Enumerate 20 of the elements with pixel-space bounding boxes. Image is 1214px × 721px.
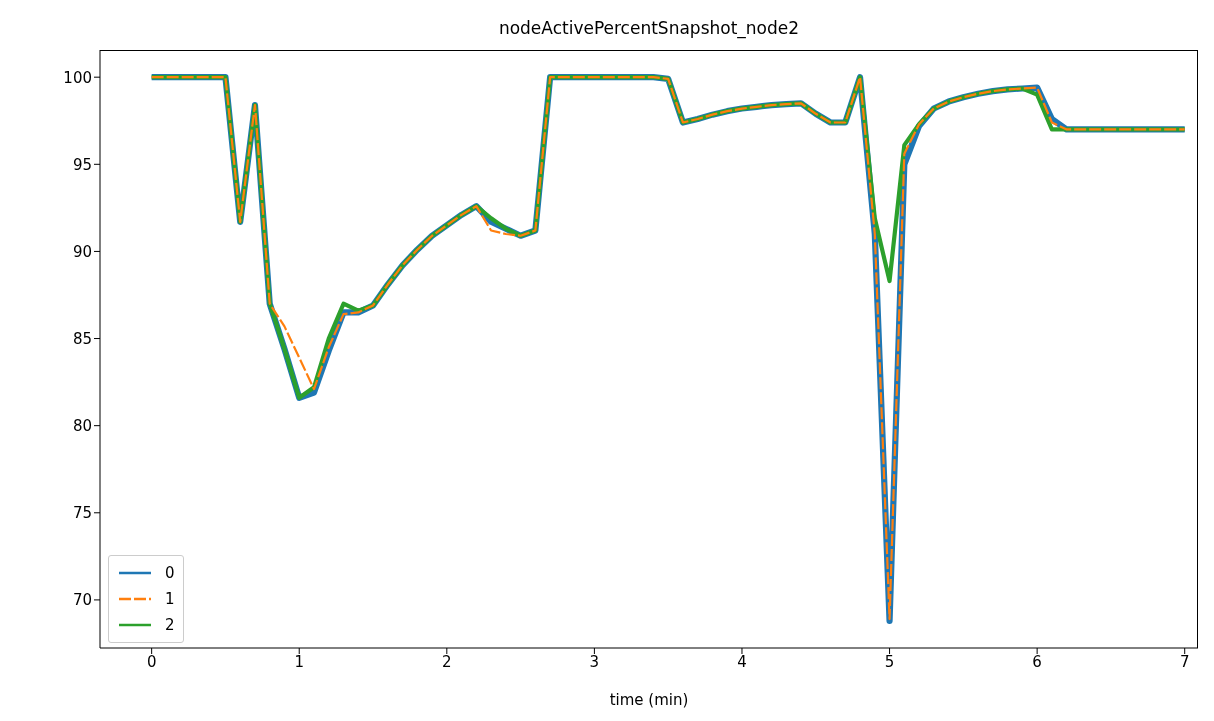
x-tick-label: 1	[294, 652, 305, 671]
legend-label: 2	[165, 616, 175, 634]
x-tick-label: 6	[1032, 652, 1042, 671]
x-tick-label: 5	[884, 652, 895, 671]
x-tick-label: 4	[737, 652, 747, 671]
chart-title: nodeActivePercentSnapshot_node2	[497, 18, 801, 38]
x-tick-label: 0	[146, 652, 157, 671]
legend-label: 1	[165, 590, 175, 608]
y-tick-label: 80	[72, 416, 92, 435]
y-tick-label: 75	[72, 504, 92, 523]
x-tick-label: 3	[589, 652, 600, 671]
y-tick-label: 90	[72, 242, 92, 261]
legend-label: 0	[165, 564, 175, 582]
y-tick-label: 70	[72, 591, 92, 610]
x-tick-label: 7	[1179, 652, 1190, 671]
y-tick-label: 95	[72, 155, 92, 174]
y-tick-label: 100	[63, 68, 92, 87]
x-axis-title: time (min)	[609, 691, 689, 709]
x-tick-label: 2	[442, 652, 452, 671]
y-tick-label: 85	[72, 329, 92, 348]
